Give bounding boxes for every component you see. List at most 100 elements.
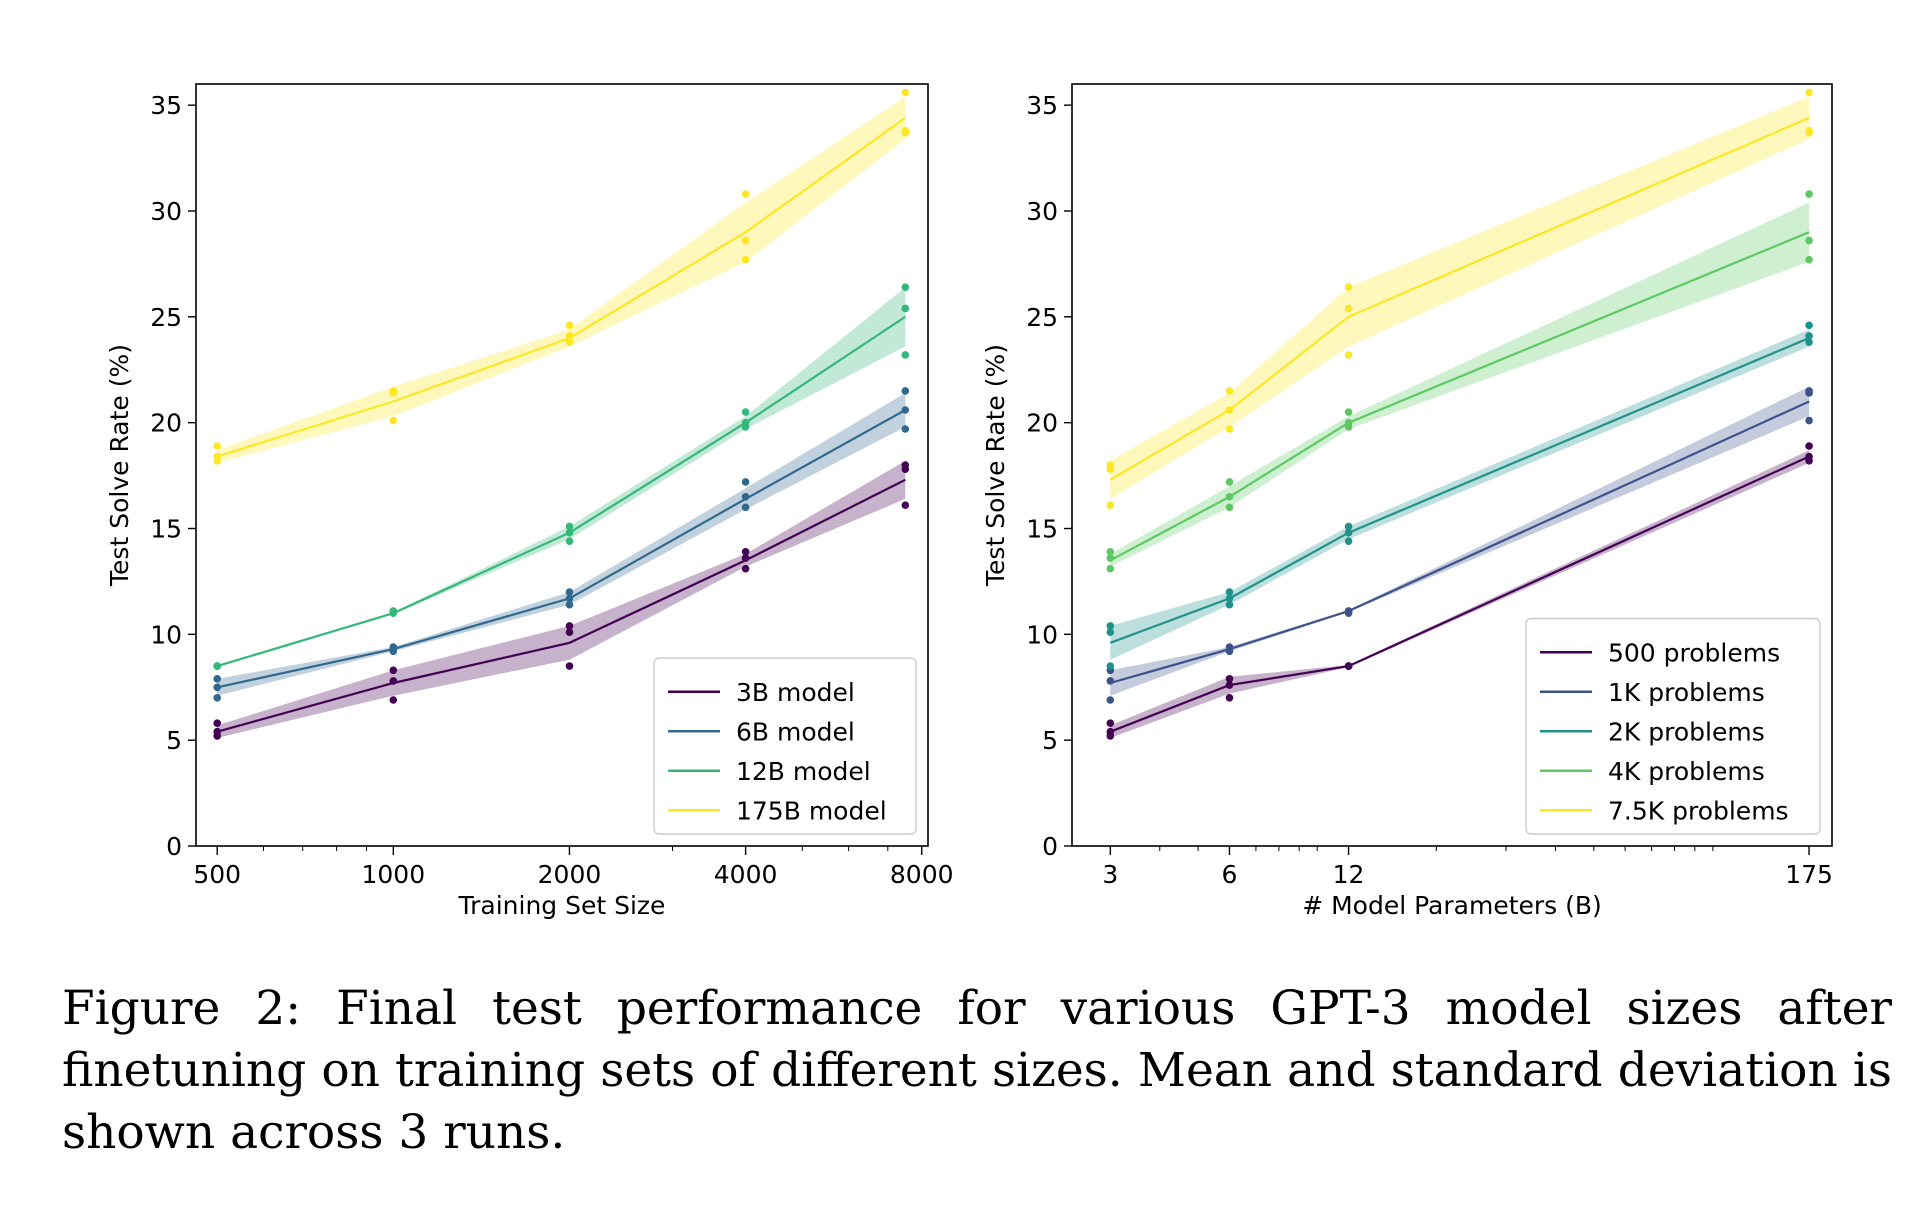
plot-frame (195, 83, 929, 847)
data-point-4-3-2 (1344, 418, 1353, 427)
data-point-4-1-2 (213, 452, 221, 461)
legend: 3B model 6B model 12B model 175B model (653, 657, 917, 835)
y-tick-label: 25 (150, 303, 182, 332)
data-point-3-1-1 (1106, 662, 1115, 670)
data-point-3-1-3 (1106, 622, 1115, 630)
y-tick-label: 5 (1042, 726, 1058, 755)
data-point-1-4-1 (741, 564, 750, 573)
data-point-1-2-1 (1225, 694, 1234, 702)
chart-panel-1: 0 5 10 15 20 25 30 35 500 1000 2000 4000 8000 Trainin… (105, 83, 954, 920)
data-point-5-3-3 (1344, 283, 1353, 292)
data-point-4-2-3 (1225, 478, 1234, 486)
legend: 500 problems 1K problems 2K problems 4K pro… (1525, 617, 1821, 835)
data-point-3-2-3 (389, 607, 398, 615)
series-line-1 (1109, 455, 1810, 733)
data-point-5-1-3 (1106, 461, 1115, 469)
x-tick-label: 8000 (890, 860, 954, 889)
data-point-1-3-1 (565, 662, 574, 670)
data-point-2-4-1 (741, 503, 750, 512)
data-point-3-4-3 (1805, 321, 1813, 330)
y-tick-label: 35 (1026, 91, 1058, 120)
data-point-1-3-3 (565, 622, 574, 630)
data-point-4-4-1 (1805, 255, 1813, 264)
data-point-5-4-2 (1805, 126, 1813, 135)
data-point-1-3-2 (565, 628, 574, 636)
data-point-2-2-3 (1225, 643, 1234, 651)
data-point-1-1-2 (213, 727, 221, 736)
data-point-1-3-3 (1344, 662, 1353, 670)
data-point-2-5-3 (901, 387, 910, 395)
data-point-1-1-2 (1106, 727, 1115, 736)
data-point-2-3-3 (1344, 607, 1353, 615)
y-tick-label: 15 (150, 515, 182, 544)
data-point-2-5-2 (901, 406, 910, 414)
data-point-1-4-2 (1805, 452, 1813, 461)
x-axis-label: # Model Parameters (B) (1302, 891, 1602, 920)
data-point-2-4-1 (1805, 416, 1813, 425)
legend-label-1: 3B model (736, 678, 855, 707)
data-point-4-4-2 (1805, 236, 1813, 245)
data-point-2-1-3 (213, 675, 221, 683)
data-point-1-5-1 (901, 501, 910, 510)
data-point-3-4-2 (1805, 332, 1813, 340)
data-point-5-3-2 (1344, 304, 1353, 313)
data-point-4-5-2 (901, 126, 910, 135)
data-point-4-2-2 (1225, 493, 1234, 501)
data-point-4-4-2 (741, 236, 750, 245)
legend-label-3: 2K problems (1608, 717, 1765, 746)
data-point-4-2-1 (389, 416, 398, 425)
data-point-5-2-3 (1225, 387, 1234, 395)
data-point-3-3-1 (1344, 537, 1353, 545)
x-tick-label: 175 (1785, 860, 1833, 889)
y-tick-label: 15 (1026, 515, 1058, 544)
data-point-3-2-1 (1225, 600, 1234, 609)
data-point-4-1-3 (213, 442, 221, 450)
data-point-4-4-3 (1805, 190, 1813, 198)
y-tick-label: 30 (150, 197, 182, 226)
data-point-3-5-1 (901, 351, 910, 359)
data-point-4-4-1 (741, 255, 750, 264)
y-tick-label: 5 (166, 726, 182, 755)
data-point-4-1-1 (1106, 564, 1115, 573)
x-tick-label: 2000 (538, 860, 602, 889)
data-point-1-5-3 (901, 461, 910, 469)
data-point-3-3-1 (565, 537, 574, 545)
data-point-4-1-2 (1106, 554, 1115, 562)
figure-caption: Figure 2: Final test performance for var… (62, 981, 1892, 1160)
std-band-2 (1110, 386, 1810, 696)
y-tick-label: 30 (1026, 197, 1058, 226)
std-band-1 (217, 460, 906, 738)
data-point-3-3-3 (1344, 522, 1353, 531)
data-point-5-1-1 (1106, 501, 1115, 510)
data-point-1-2-3 (1225, 675, 1234, 683)
std-band-4 (1110, 202, 1810, 567)
data-point-4-3-3 (565, 321, 574, 330)
data-point-4-4-3 (741, 190, 750, 198)
data-point-3-5-3 (901, 283, 910, 292)
x-tick-label: 500 (193, 860, 241, 889)
y-axis-label: Test Solve Rate (%) (105, 344, 134, 587)
data-point-2-3-3 (565, 588, 574, 596)
data-point-4-3-1 (565, 338, 574, 347)
data-point-1-2-2 (389, 677, 398, 685)
data-point-4-3-3 (1344, 408, 1353, 416)
legend-label-4: 175B model (736, 796, 887, 825)
y-tick-label: 10 (150, 620, 182, 649)
y-tick-label: 25 (1026, 303, 1058, 332)
data-point-4-5-3 (901, 88, 910, 97)
data-point-3-3-2 (565, 528, 574, 537)
legend-box (653, 657, 917, 835)
std-band-1 (1110, 450, 1810, 738)
data-point-3-4-1 (1805, 338, 1813, 347)
data-point-5-2-2 (1225, 406, 1234, 414)
data-point-1-2-2 (1225, 681, 1234, 689)
data-point-3-3-2 (1344, 528, 1353, 537)
x-tick-label: 4000 (714, 860, 778, 889)
data-point-2-5-1 (901, 425, 910, 433)
data-point-2-3-1 (565, 600, 574, 609)
data-point-2-4-3 (1805, 387, 1813, 395)
data-point-2-1-2 (1106, 677, 1115, 685)
data-point-1-4-2 (741, 554, 750, 562)
chart-panel-2: 0 5 10 15 20 25 30 35 3 6 12 175 # Model Parameters … (981, 83, 1833, 920)
